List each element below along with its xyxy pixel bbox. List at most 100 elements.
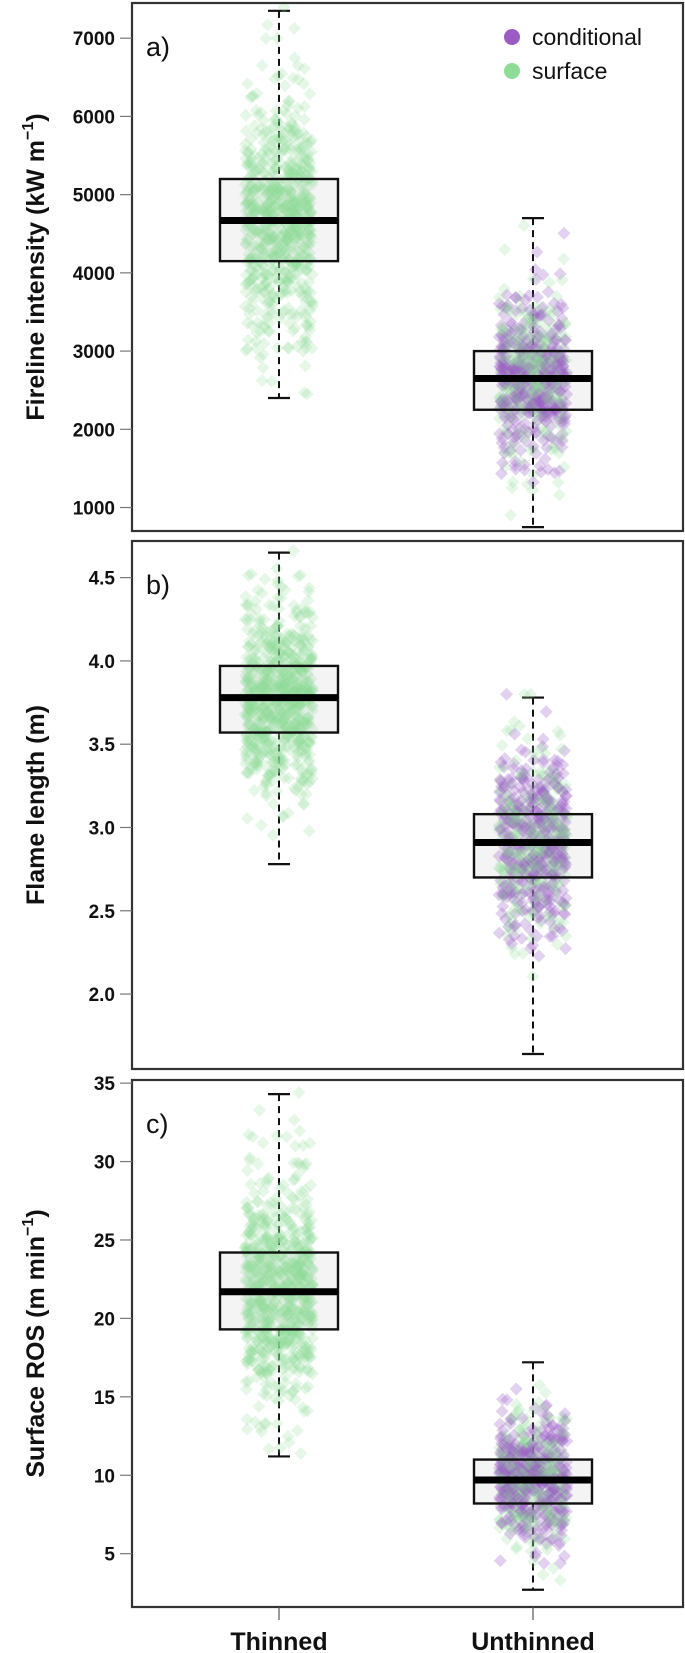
point-conditional — [508, 907, 522, 921]
point-surface — [285, 665, 299, 679]
point-surface — [255, 147, 269, 161]
point-conditional — [518, 884, 532, 898]
point-surface — [512, 293, 526, 307]
point-surface — [292, 284, 306, 298]
point-surface — [515, 356, 529, 370]
point-conditional — [515, 824, 529, 838]
point-surface — [280, 273, 294, 287]
point-surface — [262, 325, 276, 339]
point-surface — [521, 794, 535, 808]
point-conditional — [517, 422, 531, 436]
point-conditional — [558, 744, 572, 758]
point-surface — [260, 198, 274, 212]
point-surface — [280, 107, 294, 121]
y-tick-label: 2000 — [73, 420, 115, 441]
point-surface — [278, 727, 292, 741]
point-surface — [247, 270, 261, 284]
point-surface — [290, 203, 304, 217]
point-surface — [289, 162, 303, 176]
point-conditional — [536, 785, 550, 799]
point-conditional — [520, 383, 534, 397]
point-conditional — [514, 364, 528, 378]
point-surface — [266, 636, 280, 650]
point-surface — [241, 717, 255, 731]
point-surface — [304, 294, 318, 308]
point-surface — [290, 231, 304, 245]
point-surface — [274, 286, 288, 300]
point-surface — [301, 683, 315, 697]
point-conditional — [513, 390, 527, 404]
point-surface — [256, 676, 270, 690]
point-surface — [520, 477, 534, 491]
point-surface — [553, 411, 567, 425]
point-surface — [277, 642, 291, 656]
point-conditional — [526, 475, 540, 489]
point-surface — [291, 199, 305, 213]
point-surface — [240, 613, 254, 627]
point-conditional — [514, 381, 528, 395]
point-surface — [550, 854, 564, 868]
point-conditional — [540, 389, 554, 403]
point-surface — [285, 245, 299, 259]
point-surface — [265, 182, 279, 196]
point-surface — [285, 647, 299, 661]
point-conditional — [535, 897, 549, 911]
point-conditional — [524, 801, 538, 815]
point-surface — [246, 736, 260, 750]
point-conditional — [513, 332, 527, 346]
point-conditional — [528, 859, 542, 873]
point-surface — [247, 198, 261, 212]
point-surface — [273, 312, 287, 326]
point-conditional — [493, 427, 507, 441]
point-surface — [538, 360, 552, 374]
point-surface — [302, 581, 316, 595]
point-conditional — [498, 409, 512, 423]
point-conditional — [505, 816, 519, 830]
point-surface — [276, 235, 290, 249]
point-surface — [290, 339, 304, 353]
point-surface — [250, 126, 264, 140]
point-surface — [245, 259, 259, 273]
y-tick-label: 4000 — [73, 264, 115, 285]
point-surface — [519, 387, 533, 401]
point-surface — [252, 709, 266, 723]
point-surface — [267, 249, 281, 263]
point-surface — [502, 921, 516, 935]
point-surface — [257, 135, 271, 149]
point-surface — [273, 743, 287, 757]
point-surface — [279, 144, 293, 158]
point-surface — [294, 665, 308, 679]
point-surface — [291, 757, 305, 771]
point-surface — [513, 339, 527, 353]
point-surface — [544, 442, 558, 456]
point-surface — [287, 634, 301, 648]
point-conditional — [535, 784, 549, 798]
point-surface — [292, 699, 306, 713]
point-surface — [243, 278, 257, 292]
point-surface — [549, 766, 563, 780]
point-surface — [505, 829, 519, 843]
point-conditional — [501, 846, 515, 860]
point-surface — [272, 262, 286, 276]
point-surface — [261, 143, 275, 157]
point-conditional — [559, 858, 573, 872]
point-surface — [243, 253, 257, 267]
point-surface — [266, 262, 280, 276]
point-conditional — [532, 816, 546, 830]
point-surface — [287, 717, 301, 731]
point-surface — [298, 359, 312, 373]
point-surface — [530, 816, 544, 830]
point-conditional — [536, 352, 550, 366]
point-surface — [245, 272, 259, 286]
point-surface — [275, 179, 289, 193]
point-surface — [238, 757, 252, 771]
point-surface — [519, 312, 533, 326]
point-surface — [494, 327, 508, 341]
point-conditional — [513, 862, 527, 876]
point-surface — [260, 205, 274, 219]
point-surface — [266, 797, 280, 811]
point-surface — [248, 644, 262, 658]
point-conditional — [510, 862, 524, 876]
point-surface — [262, 598, 276, 612]
point-surface — [281, 635, 295, 649]
